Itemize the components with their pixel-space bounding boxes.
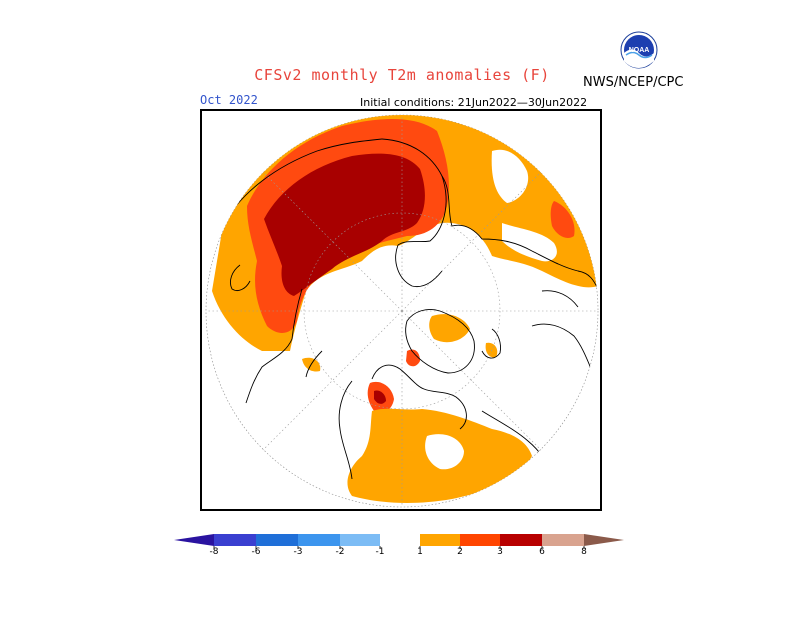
anomaly-region-2-3-greenland (406, 349, 420, 367)
neutral-region-russia (491, 149, 529, 203)
colorbar-arrow-high (584, 534, 624, 546)
colorbar-bin-neg6-neg3 (256, 534, 298, 546)
colorbar-bin-neg3-neg2 (298, 534, 340, 546)
colorbar-tick-label: -8 (209, 547, 219, 557)
colorbar-tick-label: -6 (251, 547, 261, 557)
colorbar-arrow-low (174, 534, 214, 546)
colorbar-bin-neg2-neg1 (340, 534, 380, 546)
colorbar-tick-label: 6 (539, 547, 545, 557)
neutral-region-scandinavia (502, 223, 557, 262)
polar-map-frame (200, 109, 602, 511)
svg-text:NOAA: NOAA (629, 47, 650, 54)
anomaly-region-2-3-europe (550, 201, 575, 238)
organization-label: NWS/NCEP/CPC (583, 75, 684, 90)
polar-map (205, 114, 599, 508)
colorbar-tick-label: -2 (335, 547, 345, 557)
anomaly-region-3-6-north-america (374, 390, 386, 404)
colorbar-tick-label: -1 (375, 547, 385, 557)
map-title: CFSv2 monthly T2m anomalies (F) (254, 66, 550, 84)
initial-conditions: Initial conditions: 21Jun2022—30Jun2022 (360, 96, 588, 109)
colorbar-bin-3-6 (500, 534, 542, 546)
colorbar-tick-label: -3 (293, 547, 303, 557)
colorbar-bin-6-8 (542, 534, 584, 546)
colorbar-bin-1-2 (420, 534, 460, 546)
colorbar-bin-neg8-neg6 (214, 534, 256, 546)
colorbar-tick-label: 8 (581, 547, 587, 557)
anomaly-region-3-6-siberia (264, 153, 425, 296)
colorbar-bin-neg1-1 (380, 534, 420, 546)
colorbar (172, 531, 632, 561)
forecast-month: Oct 2022 (200, 93, 258, 107)
colorbar-graphic (174, 534, 624, 549)
colorbar-tick-label: 3 (497, 547, 503, 557)
colorbar-tick-label: 1 (417, 547, 423, 557)
colorbar-tick-label: 2 (457, 547, 463, 557)
anomaly-region-1-2-iceland (485, 342, 498, 358)
neutral-region-north-america (425, 434, 464, 470)
noaa-logo: NOAA (620, 31, 658, 69)
coastlines (221, 138, 598, 480)
anomaly-region-1-2-alaska (230, 269, 249, 283)
colorbar-bin-2-3 (460, 534, 500, 546)
